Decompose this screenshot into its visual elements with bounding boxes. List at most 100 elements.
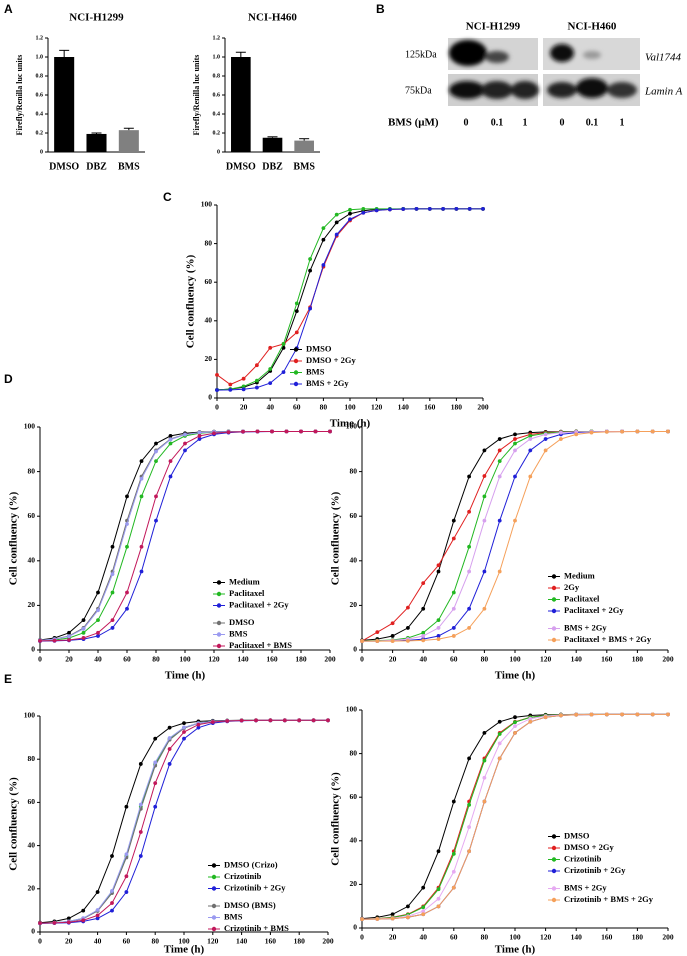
data-point bbox=[436, 637, 441, 641]
data-point bbox=[183, 441, 187, 446]
data-point bbox=[168, 437, 173, 442]
data-point bbox=[427, 206, 432, 211]
y-tick-label: 40 bbox=[350, 836, 358, 845]
series-line bbox=[361, 713, 668, 920]
x-tick-label: 120 bbox=[540, 655, 552, 664]
data-point bbox=[167, 762, 172, 766]
data-point bbox=[421, 581, 426, 585]
data-point bbox=[308, 268, 312, 273]
data-point bbox=[482, 775, 487, 780]
data-point bbox=[390, 634, 395, 638]
data-point bbox=[421, 638, 426, 643]
x-tick-label: 20 bbox=[65, 655, 73, 664]
y-tick-label: 80 bbox=[28, 466, 36, 475]
data-point bbox=[436, 626, 441, 630]
data-point bbox=[360, 917, 364, 922]
legend-label: BMS + 2Gy bbox=[306, 378, 349, 388]
data-point bbox=[212, 431, 216, 436]
legend-label: Paclitaxel + 2Gy bbox=[229, 599, 289, 609]
data-point bbox=[326, 718, 330, 723]
y-tick-label: 0 bbox=[40, 149, 43, 155]
panel-letter: B bbox=[376, 2, 385, 16]
data-point bbox=[482, 474, 487, 478]
bar bbox=[231, 57, 251, 152]
y-tick-label: 0.8 bbox=[36, 73, 44, 79]
data-point bbox=[196, 722, 201, 727]
data-point bbox=[390, 916, 395, 921]
data-point bbox=[666, 712, 670, 717]
data-point bbox=[67, 638, 71, 642]
legend-marker bbox=[551, 597, 557, 602]
bands bbox=[449, 40, 637, 99]
x-tick-label: 40 bbox=[266, 403, 274, 412]
data-point bbox=[388, 207, 392, 212]
data-point bbox=[268, 381, 273, 386]
x-tick-label: 180 bbox=[294, 937, 306, 946]
data-point bbox=[513, 715, 517, 720]
data-point bbox=[183, 448, 187, 453]
protein-label: Val1744 bbox=[645, 52, 682, 64]
x-tick-label: 160 bbox=[266, 655, 278, 664]
data-point bbox=[197, 434, 202, 438]
x-tick-label: 80 bbox=[481, 655, 489, 664]
y-tick-label: 80 bbox=[205, 238, 213, 247]
data-point bbox=[513, 730, 517, 735]
legend-label: Paclitaxel bbox=[229, 588, 265, 598]
data-point bbox=[225, 719, 230, 723]
data-point bbox=[666, 429, 670, 434]
x-tick-label: 120 bbox=[207, 937, 219, 946]
bar bbox=[118, 130, 139, 152]
y-tick-label: 60 bbox=[28, 797, 36, 806]
y-tick-label: 40 bbox=[28, 840, 36, 849]
y-tick-label: 20 bbox=[350, 600, 358, 609]
dose-label: 0.1 bbox=[491, 117, 504, 128]
data-point bbox=[497, 518, 502, 523]
data-point bbox=[436, 904, 441, 909]
data-point bbox=[421, 630, 426, 635]
x-tick-label: 60 bbox=[123, 937, 131, 946]
data-point bbox=[436, 563, 441, 568]
data-point bbox=[139, 459, 144, 464]
data-point bbox=[215, 372, 219, 377]
data-point bbox=[67, 630, 71, 635]
bar bbox=[294, 140, 314, 152]
y-axis-label: Firefly/Renilla luc units bbox=[15, 55, 24, 136]
data-point bbox=[255, 429, 260, 434]
x-tick-label: 0 bbox=[38, 655, 42, 664]
panel-letter: D bbox=[4, 372, 13, 386]
x-tick-label: 60 bbox=[450, 933, 458, 942]
data-point bbox=[467, 606, 471, 611]
data-point bbox=[406, 638, 410, 643]
x-tick-label: 180 bbox=[632, 655, 644, 664]
y-tick-label: 0 bbox=[217, 149, 220, 155]
legend-marker bbox=[551, 608, 557, 614]
data-point bbox=[375, 639, 380, 643]
x-tick-label: 140 bbox=[398, 403, 410, 412]
data-point bbox=[421, 634, 426, 638]
data-point bbox=[254, 718, 258, 723]
x-tick-label: 200 bbox=[662, 655, 674, 664]
data-point bbox=[604, 712, 609, 717]
legend-label: Crizotinib + 2Gy bbox=[224, 882, 286, 892]
data-point bbox=[38, 638, 42, 643]
data-point bbox=[559, 713, 563, 718]
chart-title: NCI-H460 bbox=[248, 12, 297, 24]
data-point bbox=[167, 747, 172, 751]
y-tick-label: 80 bbox=[350, 466, 358, 475]
y-axis-label: Cell confluency (%) bbox=[8, 777, 20, 871]
y-tick-label: 0 bbox=[31, 645, 35, 654]
data-point bbox=[168, 459, 173, 464]
legend-label: BMS + 2Gy bbox=[564, 622, 607, 632]
x-tick-label: DBZ bbox=[262, 161, 283, 172]
legend-marker bbox=[216, 632, 222, 637]
data-point bbox=[467, 802, 471, 807]
series-line bbox=[361, 713, 668, 920]
data-point bbox=[52, 921, 57, 925]
data-point bbox=[401, 207, 406, 211]
data-point bbox=[497, 732, 502, 736]
x-tick-label: 140 bbox=[237, 655, 249, 664]
legend-marker bbox=[211, 874, 217, 880]
data-point bbox=[96, 630, 100, 635]
y-tick-label: 1.2 bbox=[213, 35, 221, 41]
data-point bbox=[620, 429, 624, 434]
